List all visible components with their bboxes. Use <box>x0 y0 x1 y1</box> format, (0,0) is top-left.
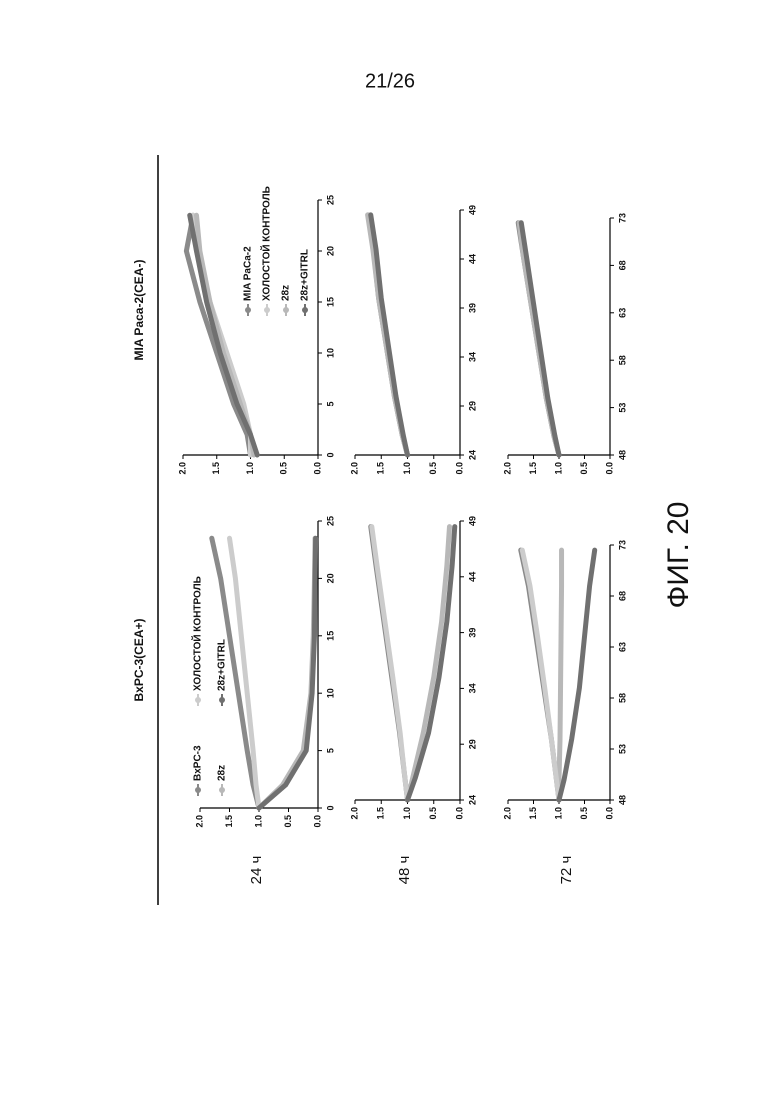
y-tick-label: 0.5 <box>579 807 589 820</box>
y-tick-label: 1.5 <box>376 807 386 820</box>
series-line <box>559 550 595 800</box>
x-tick-label: 44 <box>467 572 477 582</box>
legend-marker <box>195 697 201 703</box>
page: 21/26 BxPC-3(CEA+) MIA Paca-2(CEA-) 24 ч… <box>0 0 780 1103</box>
x-tick-label: 5 <box>325 401 335 406</box>
legend-label: 28z+GITRL <box>300 249 311 301</box>
x-tick-label: 58 <box>617 355 627 365</box>
column-title: MIA Paca-2(CEA-) <box>132 260 146 361</box>
x-tick-label: 20 <box>325 246 335 256</box>
row-label: 72 ч <box>558 856 575 885</box>
x-tick-label: 10 <box>325 348 335 358</box>
y-tick-label: 2.0 <box>502 462 512 475</box>
x-tick-label: 68 <box>617 260 627 270</box>
y-tick-label: 0.0 <box>454 807 464 820</box>
legend-marker <box>195 787 201 793</box>
rotated-figure: BxPC-3(CEA+) MIA Paca-2(CEA-) 24 ч 48 ч … <box>132 155 695 905</box>
series-line <box>522 550 559 800</box>
x-tick-label: 34 <box>467 352 477 362</box>
y-tick-label: 2.0 <box>194 815 204 828</box>
legend-marker <box>283 307 289 313</box>
x-tick-label: 15 <box>325 631 335 641</box>
x-tick-label: 39 <box>467 628 477 638</box>
y-tick-label: 2.0 <box>502 807 512 820</box>
y-tick-label: 0.0 <box>604 807 614 820</box>
y-tick-label: 2.0 <box>349 462 359 475</box>
y-tick-label: 1.5 <box>528 462 538 475</box>
legend-label: 28z <box>217 765 228 781</box>
legend-label: ХОЛОСТОЙ КОНТРОЛЬ <box>260 186 273 301</box>
figure-label: ФИГ. 20 <box>662 502 695 609</box>
y-tick-label: 0.0 <box>604 462 614 475</box>
legend-marker <box>302 307 308 313</box>
legend-marker <box>245 307 251 313</box>
x-tick-label: 29 <box>467 739 477 749</box>
legend-label: BxPC-3 <box>193 745 204 781</box>
y-tick-label: 1.0 <box>553 807 563 820</box>
x-tick-label: 39 <box>467 303 477 313</box>
y-tick-label: 0.5 <box>279 462 289 475</box>
series-line <box>371 215 408 455</box>
x-tick-label: 20 <box>325 573 335 583</box>
y-tick-label: 0.5 <box>428 807 438 820</box>
x-tick-label: 0 <box>325 805 335 810</box>
legend-label: 28z <box>281 285 292 301</box>
x-tick-label: 0 <box>325 452 335 457</box>
y-tick-label: 0.5 <box>283 815 293 828</box>
x-tick-label: 25 <box>325 195 335 205</box>
x-tick-label: 49 <box>467 516 477 526</box>
y-tick-label: 1.5 <box>224 815 234 828</box>
x-tick-label: 73 <box>617 213 627 223</box>
y-tick-label: 0.5 <box>579 462 589 475</box>
x-tick-label: 53 <box>617 403 627 413</box>
x-tick-label: 58 <box>617 693 627 703</box>
series-line <box>372 527 408 800</box>
legend-marker <box>219 787 225 793</box>
series-line <box>559 550 562 800</box>
x-tick-label: 10 <box>325 688 335 698</box>
x-tick-label: 44 <box>467 254 477 264</box>
x-tick-label: 29 <box>467 401 477 411</box>
y-tick-label: 1.0 <box>402 807 412 820</box>
y-tick-label: 2.0 <box>349 807 359 820</box>
x-tick-label: 15 <box>325 297 335 307</box>
legend-label: ХОЛОСТОЙ КОНТРОЛЬ <box>191 576 204 691</box>
y-tick-label: 0.0 <box>312 462 322 475</box>
y-tick-label: 1.0 <box>402 462 412 475</box>
x-tick-label: 63 <box>617 308 627 318</box>
x-tick-label: 49 <box>467 205 477 215</box>
legend-marker <box>219 697 225 703</box>
legend-label: 28z+GITRL <box>217 639 228 691</box>
column-title: BxPC-3(CEA+) <box>132 618 146 701</box>
y-tick-label: 0.0 <box>454 462 464 475</box>
row-label: 24 ч <box>248 856 265 885</box>
y-tick-label: 0.5 <box>428 462 438 475</box>
x-tick-label: 48 <box>617 450 627 460</box>
y-tick-label: 1.5 <box>376 462 386 475</box>
y-tick-label: 1.0 <box>553 462 563 475</box>
series-line <box>259 538 316 808</box>
x-tick-label: 48 <box>617 795 627 805</box>
x-tick-label: 24 <box>467 450 477 460</box>
x-tick-label: 25 <box>325 516 335 526</box>
x-tick-label: 24 <box>467 795 477 805</box>
y-tick-label: 1.5 <box>211 462 221 475</box>
series-line <box>259 538 315 808</box>
x-tick-label: 73 <box>617 540 627 550</box>
x-tick-label: 5 <box>325 748 335 753</box>
y-tick-label: 1.5 <box>528 807 538 820</box>
y-tick-label: 0.0 <box>312 815 322 828</box>
x-tick-label: 63 <box>617 642 627 652</box>
row-label: 48 ч <box>396 856 413 885</box>
y-tick-label: 2.0 <box>177 462 187 475</box>
y-tick-label: 1.0 <box>253 815 263 828</box>
legend-label: MIA PaCa-2 <box>243 246 254 301</box>
x-tick-label: 68 <box>617 591 627 601</box>
legend-marker <box>264 307 270 313</box>
x-tick-label: 34 <box>467 683 477 693</box>
page-number: 21/26 <box>365 70 415 92</box>
series-line <box>521 223 559 455</box>
y-tick-label: 1.0 <box>245 462 255 475</box>
x-tick-label: 53 <box>617 744 627 754</box>
